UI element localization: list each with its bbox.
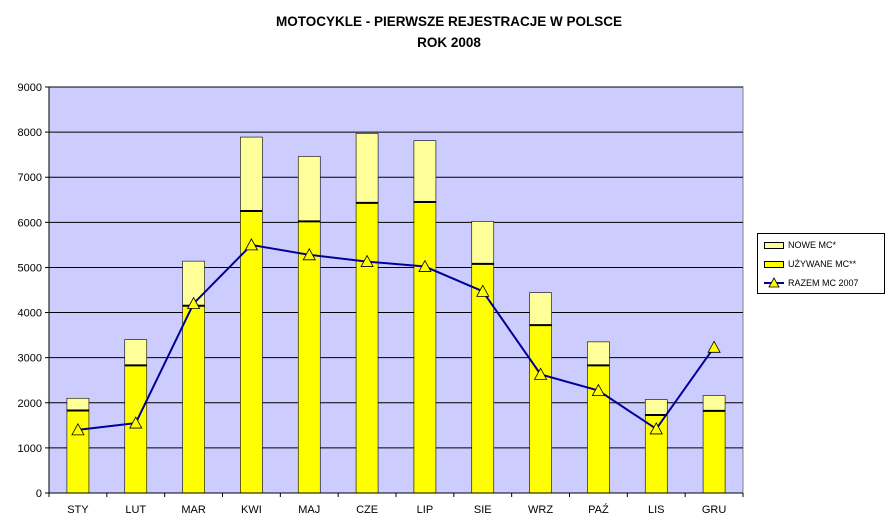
x-tick-label: MAJ (298, 504, 320, 516)
bar-new-maj (297, 156, 321, 222)
bar-new-sie (471, 221, 495, 265)
bar-new-cze (355, 133, 379, 204)
legend-label-total: RAZEM MC 2007 (788, 278, 859, 288)
x-tick-label: GRU (702, 504, 727, 516)
legend-item-used: UŻYWANE MC** (764, 257, 856, 271)
legend-line-icon (764, 277, 784, 288)
total-point-gru (707, 340, 721, 353)
bar-new-lut (124, 339, 148, 366)
bar-used-maj (297, 221, 321, 494)
y-axis-ticks: 0 1000 2000 3000 4000 5000 6000 7000 8000 9000 (18, 82, 49, 500)
x-axis-ticks: STY LUT MAR KWI MAJ CZE LIP SIE WRZ PAŹ LIS GRU (48, 493, 744, 516)
legend-label-used: UŻYWANE MC** (788, 259, 857, 269)
chart-subtitle: ROK 2008 (417, 35, 481, 50)
bar-used-cze (355, 202, 379, 494)
total-point-kwi (244, 238, 259, 251)
total-point-cze (360, 254, 374, 267)
x-tick-label: PAŹ (588, 503, 609, 516)
legend-swatch-new (764, 241, 784, 249)
total-point-wrz (533, 367, 548, 380)
legend-swatch-used (764, 260, 784, 268)
total-point-sty (71, 423, 85, 436)
y-tick-label: 2000 (18, 398, 42, 410)
bar-new-kwi (240, 136, 263, 212)
y-tick-label: 6000 (18, 217, 42, 229)
legend: NOWE MC* UŻYWANE MC** RAZEM MC 2007 (757, 233, 885, 294)
plot-area (48, 86, 744, 494)
bar-new-gru (702, 395, 726, 412)
bar-used-lip (413, 201, 437, 494)
y-tick-label: 7000 (18, 172, 42, 184)
bar-used-gru (702, 410, 726, 494)
total-point-maj (302, 247, 316, 261)
bar-new-paź (587, 341, 610, 366)
total-point-lip (418, 259, 432, 272)
x-tick-label: LUT (125, 504, 146, 516)
y-tick-label: 3000 (18, 353, 42, 365)
bar-new-lip (413, 140, 437, 203)
bar-used-sie (471, 263, 495, 494)
total-point-mar (186, 296, 201, 309)
bar-used-sty (66, 410, 90, 494)
legend-item-total: RAZEM MC 2007 (764, 276, 859, 290)
total-line-path (77, 243, 715, 431)
x-tick-label: WRZ (528, 504, 553, 516)
y-tick-label: 8000 (18, 127, 42, 139)
bar-new-sty (66, 397, 90, 411)
total-line (71, 238, 721, 436)
total-point-paź (591, 383, 606, 396)
x-tick-label: SIE (474, 504, 492, 516)
total-point-sie (476, 284, 490, 297)
chart-title: MOTOCYKLE - PIERWSZE REJESTRACJE W POLSC… (276, 14, 622, 29)
x-tick-label: STY (67, 504, 89, 516)
legend-item-new: NOWE MC* (764, 238, 836, 252)
y-tick-label: 0 (36, 488, 42, 500)
y-tick-label: 1000 (18, 443, 42, 455)
legend-label-new: NOWE MC* (788, 240, 836, 250)
y-tick-label: 5000 (18, 262, 42, 274)
x-tick-label: LIS (648, 504, 665, 516)
y-tick-label: 9000 (18, 82, 42, 94)
bar-new-lis (644, 399, 668, 416)
bar-used-wrz (529, 324, 552, 494)
total-point-lis (649, 422, 663, 435)
gridlines (49, 86, 743, 449)
x-tick-label: LIP (417, 504, 434, 516)
total-point-lut (129, 416, 143, 429)
x-tick-label: CZE (356, 504, 378, 516)
bar-used-lut (124, 365, 148, 494)
bar-used-mar (182, 305, 205, 494)
bars (66, 133, 726, 494)
x-tick-label: MAR (181, 504, 206, 516)
bar-new-wrz (529, 292, 552, 326)
y-tick-label: 4000 (18, 308, 42, 320)
x-tick-label: KWI (241, 504, 262, 516)
